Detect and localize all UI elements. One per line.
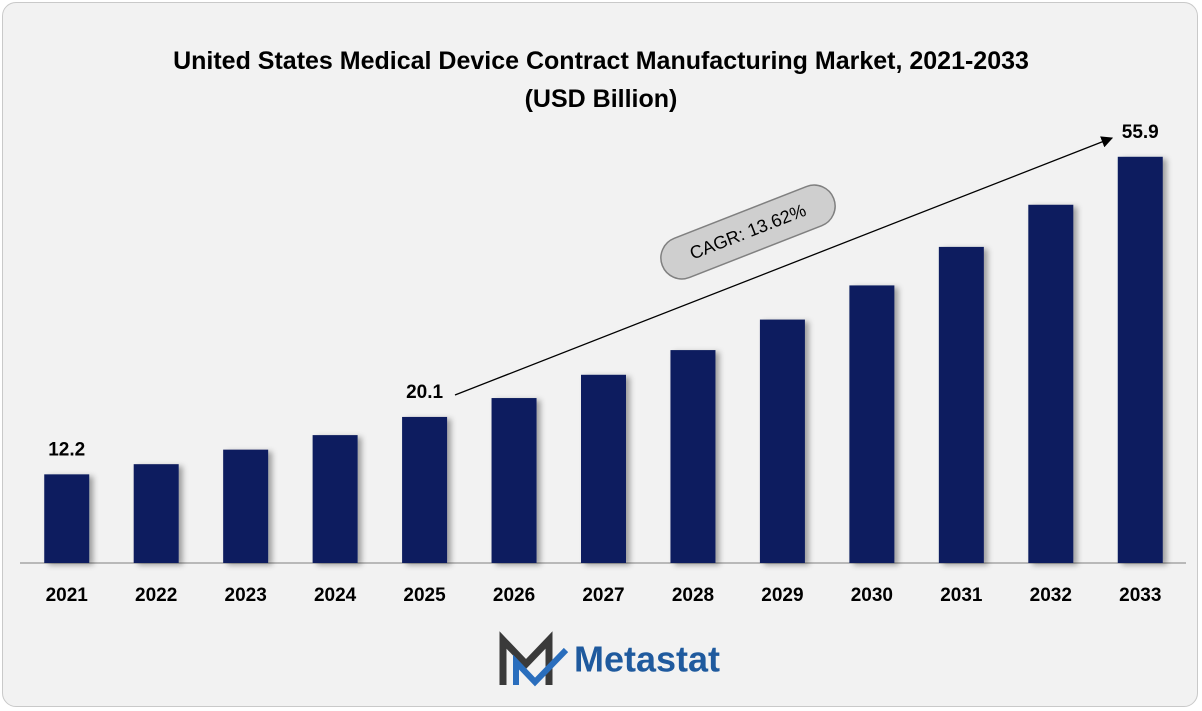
logo-icon xyxy=(499,631,553,685)
x-tick-label: 2033 xyxy=(1119,585,1161,606)
value-label: 12.2 xyxy=(48,439,85,460)
value-label: 55.9 xyxy=(1122,122,1159,143)
x-tick-label: 2029 xyxy=(761,585,803,606)
growth-arrow xyxy=(454,136,1114,396)
x-tick-label: 2031 xyxy=(940,585,983,606)
brand-name: Metastat xyxy=(574,639,720,680)
x-tick-label: 2028 xyxy=(672,585,714,606)
x-tick-label: 2030 xyxy=(851,585,893,606)
bar xyxy=(1028,204,1074,563)
bar xyxy=(1117,156,1163,563)
x-tick-label: 2021 xyxy=(46,585,89,606)
chart-title: United States Medical Device Contract Ma… xyxy=(173,47,1029,113)
x-tick-label: 2022 xyxy=(135,585,177,606)
cagr-badge: CAGR: 13.62% xyxy=(660,184,836,280)
x-tick-label: 2032 xyxy=(1030,585,1072,606)
bar xyxy=(670,350,716,563)
x-tick-label: 2027 xyxy=(582,585,624,606)
bar xyxy=(312,435,358,563)
bar xyxy=(44,474,90,563)
bar xyxy=(133,464,179,563)
bar xyxy=(491,398,537,563)
x-tick-label: 2024 xyxy=(314,585,357,606)
bar xyxy=(402,416,448,563)
x-tick-label: 2023 xyxy=(225,585,267,606)
bar xyxy=(581,374,626,563)
bar xyxy=(849,285,895,563)
cagr-pill xyxy=(660,184,836,280)
bar xyxy=(223,449,269,563)
x-tick-label: 2026 xyxy=(493,585,535,606)
logo: Metastat xyxy=(499,631,720,687)
bar xyxy=(938,246,984,563)
bar xyxy=(759,319,805,563)
x-tick-label: 2025 xyxy=(403,585,446,606)
value-label: 20.1 xyxy=(406,382,443,403)
logo-icon-accent xyxy=(513,647,569,687)
